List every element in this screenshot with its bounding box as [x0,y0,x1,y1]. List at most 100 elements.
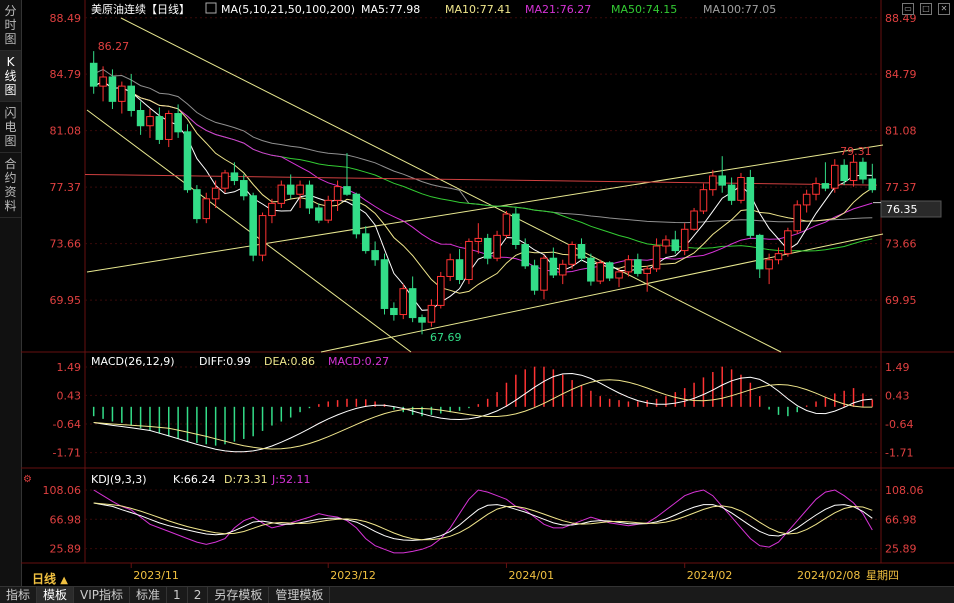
price-tick-right: 84.79 [885,68,917,81]
candle-body [746,177,755,236]
candle-body [268,202,276,217]
candle-body [840,164,848,182]
price-tick-left: 77.37 [50,181,82,194]
candle-body [774,253,783,261]
candle-body [558,263,567,276]
kdj-tick-left: 25.89 [50,543,82,556]
sidebar-tab-3[interactable]: 合约资料 [0,153,21,218]
bottom-tab-6[interactable]: 另存模板 [208,587,270,603]
candle-body [155,116,164,140]
candle-body [821,183,830,189]
candle-body [211,187,220,200]
price-tick-left: 69.95 [50,294,82,307]
candle-body [249,195,257,256]
macd-title: MACD(26,12,9) [91,355,175,368]
kdj-tick-left: 66.98 [50,513,82,526]
bottom-tab-4[interactable]: 1 [167,587,188,603]
bottom-tab-3[interactable]: 标准 [130,587,168,603]
macd-tick-left: -0.64 [53,418,81,431]
triangle-up-icon: ▲ [60,575,68,586]
macd-tick-right: 0.43 [885,389,910,402]
channel-line [120,17,782,353]
high-right-label: 79.31 [840,145,872,158]
candle-body [286,184,295,195]
candle-body [755,234,764,270]
kdj-j-line [93,489,873,554]
macd-tick-left: -1.71 [53,447,81,460]
candle-body [221,172,229,189]
candle-body [671,239,680,252]
sidebar-tab-0[interactable]: 分时图 [0,0,21,51]
dea-line [93,379,873,450]
candle-body [812,183,820,195]
candle-body [427,304,436,323]
candle-body [577,244,586,259]
sidebar-tab-2[interactable]: 闪电图 [0,102,21,153]
candle-body [146,116,154,127]
candle-body [624,259,633,273]
kdj-tick-right: 25.89 [885,543,917,556]
price-tick-left: 73.66 [50,238,82,251]
candle-body [277,184,286,204]
kdj-j: J:52.11 [271,473,310,486]
bottom-tab-2[interactable]: VIP指标 [74,587,131,603]
candle-body [699,189,708,212]
chart-canvas[interactable]: 88.49 88.49 84.79 84.79 81.08 81.08 77.37 77.37… [21,0,954,586]
candle-body [849,161,858,182]
ma50-line [93,81,873,252]
ma200-line [84,173,878,186]
maximize-icon[interactable]: □ [920,3,932,15]
candle-body [737,177,745,201]
kdj-settings-icon: ⚙ [23,474,32,485]
cursor-weekday: 星期四 [866,569,899,582]
candle-body [99,76,107,87]
close-icon[interactable]: ✕ [938,3,950,15]
candle-body [540,257,548,291]
price-tick-left: 88.49 [50,12,82,25]
ma21-line [93,81,873,273]
candle-body [230,172,239,182]
kdj-k-line [93,502,873,541]
candle-body [831,164,839,189]
candle-body [502,213,511,236]
candle-body [315,207,323,221]
candle-body [371,250,379,261]
candle-body [634,259,642,274]
kdj-d: D:73.31 [224,473,268,486]
candle-body [202,198,211,220]
candle-body [455,259,464,281]
x-axis-label: 2023/12 [330,569,376,582]
ma-params: MA(5,10,21,50,100,200) [221,3,355,16]
candle-body [512,213,520,246]
x-axis-label: 2024/01 [508,569,554,582]
candle-body [193,189,201,220]
kdj-title: KDJ(9,3,3) [91,473,147,486]
candle-body [802,193,811,206]
candle-body [333,186,342,201]
macd-tick-left: 1.49 [57,361,82,374]
x-axis-label: 2024/02 [687,569,733,582]
candle-body [493,234,501,259]
candle-body [784,230,792,255]
period-selector[interactable]: 日线 ▲ [32,570,68,587]
bottom-tab-1[interactable]: 模板 [37,587,75,603]
candle-body [568,244,576,265]
candle-body [530,265,539,291]
candle-body [380,259,389,309]
kdj-d-line [93,502,873,541]
candle-body [793,204,802,232]
candle-body [718,175,726,186]
candle-body [108,76,117,102]
ma-value-0: MA5:77.98 [361,3,420,16]
bottom-tab-5[interactable]: 2 [188,587,209,603]
restore-icon[interactable]: ▭ [902,3,914,15]
candle-body [408,288,417,319]
candle-body [136,110,145,127]
macd-tick-right: -1.71 [885,447,913,460]
candle-body [615,271,623,279]
candle-body [680,228,689,252]
candle-body [390,307,398,316]
bottom-tab-0[interactable]: 指标 [0,587,38,603]
bottom-tab-7[interactable]: 管理模板 [269,587,331,603]
